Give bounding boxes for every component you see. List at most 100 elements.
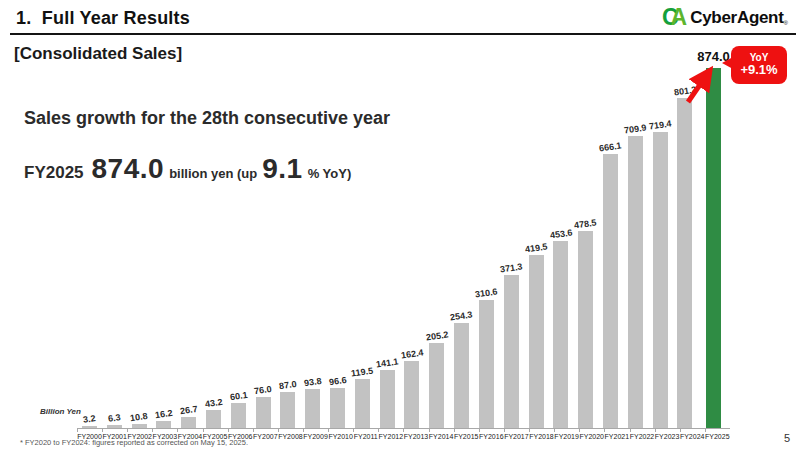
bar-slot-FY2014: 205.2 — [424, 331, 449, 428]
bar-FY2018 — [529, 255, 544, 428]
bar-value-label: 310.6 — [475, 286, 499, 299]
x-axis-ticks — [77, 429, 730, 432]
cyberagent-logo: C A CyberAgent ® — [662, 6, 788, 29]
bar-value-label: 16.2 — [154, 408, 173, 420]
bar-value-label: 205.2 — [425, 329, 449, 342]
bar-FY2007 — [256, 397, 271, 428]
bar-FY2025 — [706, 68, 721, 428]
bar-value-label: 141.1 — [375, 356, 399, 369]
x-axis-label: FY2017 — [504, 433, 529, 440]
x-axis-label: FY2011 — [353, 433, 378, 440]
bar-value-label: 6.3 — [107, 412, 121, 424]
yoy-callout-badge: YoY +9.1% — [731, 46, 787, 84]
bar-slot-FY2019: 453.6 — [548, 229, 573, 428]
yoy-badge-value: +9.1% — [731, 63, 787, 78]
bar-FY2015 — [454, 323, 469, 428]
bar-value-label: 254.3 — [450, 309, 474, 322]
bar-slot-FY2003: 16.2 — [151, 409, 176, 428]
bar-FY2003 — [156, 421, 171, 428]
x-axis-label: FY2010 — [328, 433, 353, 440]
bar-slot-FY2024: 801.2 — [673, 86, 698, 428]
bar-slot-FY2002: 10.8 — [127, 412, 152, 428]
bar-value-label: 96.6 — [328, 375, 347, 387]
bar-FY2004 — [181, 417, 196, 428]
bar-FY2012 — [380, 370, 395, 428]
bar-slot-FY2006: 60.1 — [226, 391, 251, 428]
x-axis-label: FY2023 — [655, 433, 680, 440]
bar-slot-FY2012: 141.1 — [375, 358, 400, 428]
bar-FY2001 — [107, 425, 122, 428]
bar-value-label: 26.7 — [179, 404, 198, 416]
x-axis-label: FY2009 — [303, 433, 328, 440]
x-axis-label: FY2012 — [378, 433, 403, 440]
x-axis-label: FY2015 — [454, 433, 479, 440]
bar-slot-FY2005: 43.2 — [201, 398, 226, 428]
bar-value-label: 453.6 — [549, 227, 573, 240]
bar-value-label: 119.5 — [351, 366, 374, 379]
bar-value-label: 719.4 — [648, 118, 672, 131]
yoy-growth-arrow-icon — [680, 60, 720, 110]
bar-slot-FY2010: 96.6 — [325, 376, 350, 428]
bar-value-label: 10.8 — [130, 411, 149, 423]
bar-value-label: 709.9 — [623, 122, 647, 135]
bar-FY2020 — [578, 231, 593, 428]
bar-value-label: 371.3 — [499, 261, 523, 274]
slide: 1. Full Year Results C A CyberAgent ® [C… — [0, 0, 800, 450]
x-axis-label: FY2021 — [604, 433, 629, 440]
logo-wordmark: CyberAgent — [690, 8, 783, 28]
bar-slot-FY2011: 119.5 — [350, 367, 375, 428]
x-axis-label: FY2025 — [705, 433, 730, 440]
bar-value-label: 162.4 — [400, 347, 424, 360]
bar-FY2010 — [330, 388, 345, 428]
bar-slot-FY2009: 93.8 — [300, 377, 325, 428]
bar-slot-FY2015: 254.3 — [449, 311, 474, 428]
bar-slot-FY2021: 666.1 — [598, 142, 623, 428]
page-number: 5 — [784, 432, 790, 444]
x-axis-label: FY2013 — [403, 433, 428, 440]
bar-FY2024 — [677, 98, 692, 428]
bar-FY2002 — [132, 424, 147, 428]
bar-FY2023 — [653, 132, 668, 428]
bar-FY2019 — [553, 241, 568, 428]
bar-slot-FY2000: 3.2 — [77, 414, 102, 428]
bar-slot-FY2023: 719.4 — [648, 120, 673, 428]
x-axis-label: FY2019 — [554, 433, 579, 440]
bar-value-label: 93.8 — [303, 376, 322, 388]
bar-slot-FY2017: 371.3 — [499, 263, 524, 428]
x-axis-label: FY2018 — [529, 433, 554, 440]
registered-trademark-icon: ® — [784, 20, 788, 26]
bar-value-label: 87.0 — [279, 379, 298, 391]
bar-value-label: 478.5 — [574, 217, 598, 230]
bar-value-label: 419.5 — [524, 241, 548, 254]
sales-bar-chart: 3.2 6.3 10.8 16.2 26.7 43.2 60.1 76.0 87.0 93.8 96… — [77, 68, 730, 440]
bar-FY2008 — [280, 392, 295, 428]
bar-value-label: 43.2 — [204, 397, 223, 409]
bar-value-label: 76.0 — [254, 384, 273, 396]
bar-FY2013 — [404, 361, 419, 428]
x-axis-label: FY2022 — [629, 433, 654, 440]
bar-slot-FY2022: 709.9 — [623, 124, 648, 428]
bar-FY2009 — [305, 389, 320, 428]
fy-label: FY2025 — [24, 163, 84, 183]
x-axis-label: FY2016 — [479, 433, 504, 440]
axis-unit-label: Billion Yen — [40, 407, 81, 416]
bar-FY2014 — [429, 343, 444, 428]
bar-slot-FY2018: 419.5 — [524, 243, 549, 428]
bar-FY2017 — [504, 275, 519, 428]
bar-FY2005 — [206, 410, 221, 428]
bar-FY2021 — [603, 154, 618, 428]
x-axis-label: FY2024 — [680, 433, 705, 440]
bar-slot-FY2020: 478.5 — [573, 219, 598, 428]
bar-slot-FY2007: 76.0 — [251, 385, 276, 428]
bar-FY2000 — [82, 426, 97, 428]
x-axis-label: FY2020 — [579, 433, 604, 440]
x-axis-label: FY2008 — [278, 433, 303, 440]
bar-slot-FY2001: 6.3 — [102, 413, 127, 428]
bar-value-label: 60.1 — [229, 390, 248, 402]
bar-slot-FY2004: 26.7 — [176, 405, 201, 428]
bar-slot-FY2013: 162.4 — [400, 349, 425, 428]
section-subtitle: [Consolidated Sales] — [14, 44, 182, 64]
bar-slot-FY2008: 87.0 — [276, 380, 301, 428]
footnote: * FY2020 to FY2024: figures reported as … — [20, 438, 248, 447]
x-axis-label: FY2014 — [429, 433, 454, 440]
